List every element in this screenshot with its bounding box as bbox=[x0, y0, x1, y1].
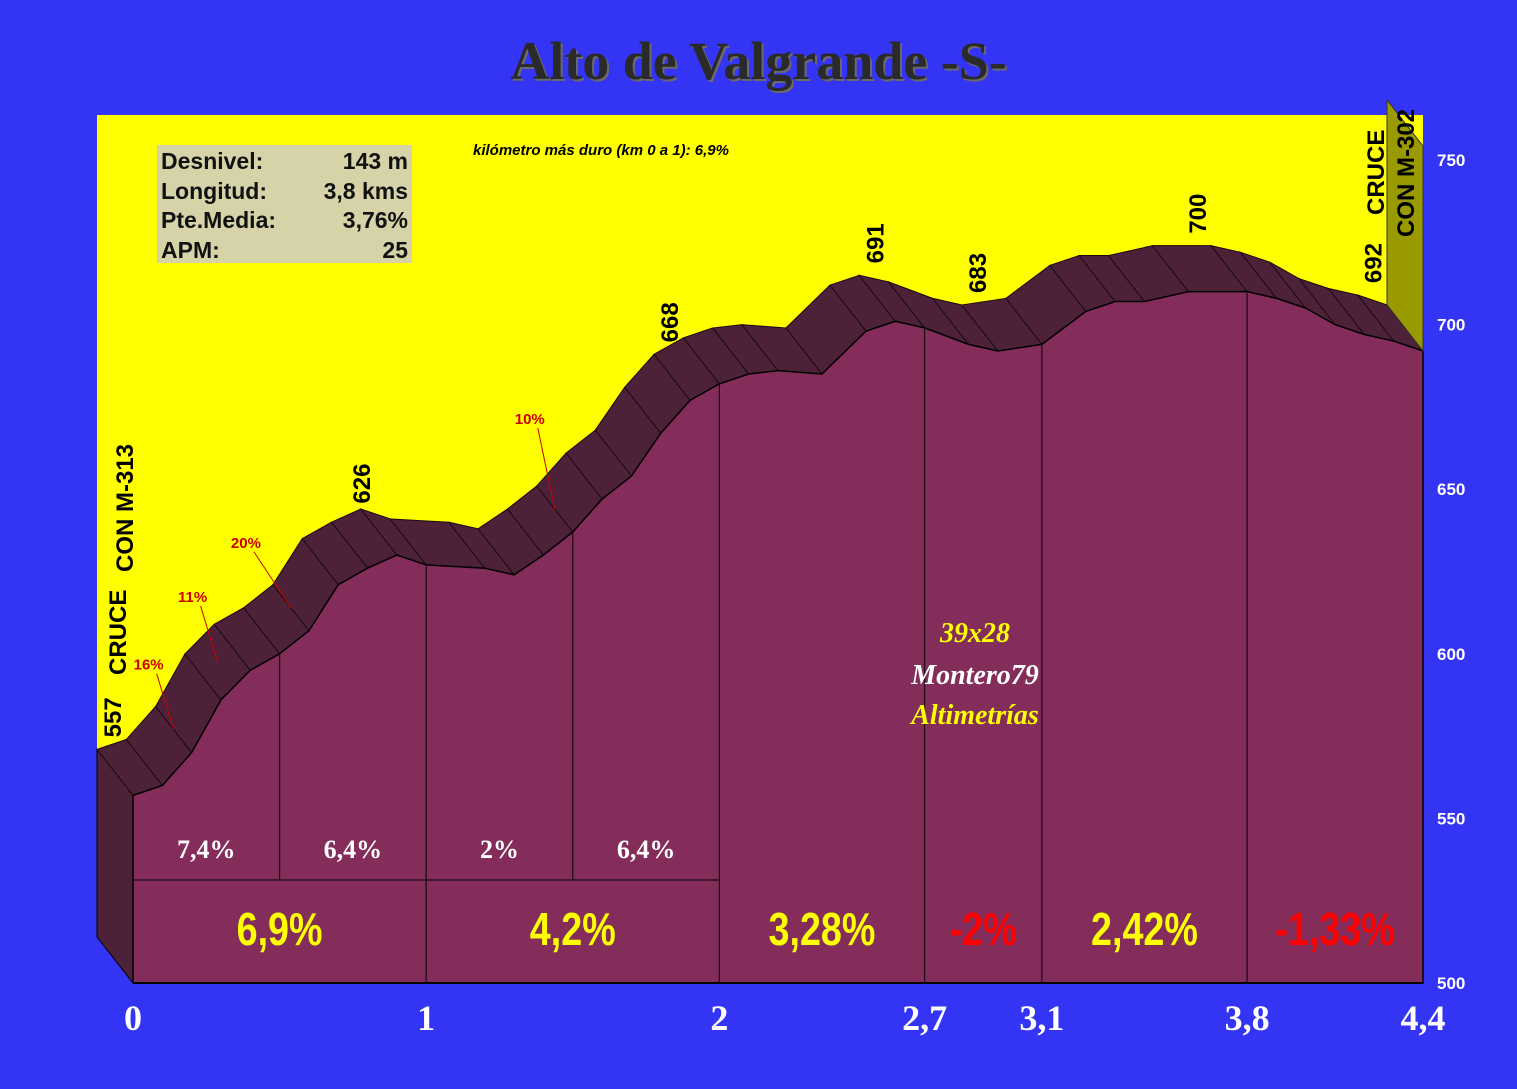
x-tick-label: 3,8 bbox=[1225, 998, 1270, 1038]
km-dividers bbox=[133, 291, 1248, 983]
hardest-km-note: kilómetro más duro (km 0 a 1): 6,9% bbox=[473, 142, 729, 159]
junction-label: CRUCE bbox=[105, 590, 132, 675]
steep-ramp-leader bbox=[253, 551, 292, 609]
steep-ramp-label: 16% bbox=[134, 657, 164, 674]
steep-ramp-label: 10% bbox=[515, 411, 545, 428]
credit-author: Montero79 bbox=[911, 660, 1039, 691]
y-tick-label: 550 bbox=[1437, 809, 1465, 828]
section-gradient-label: -1,33% bbox=[1275, 903, 1394, 954]
half-km-gradient-label: 2% bbox=[480, 835, 519, 864]
junction-label: CON M-313 bbox=[112, 444, 139, 572]
stats-box: Desnivel: 143 m Longitud: 3,8 kms Pte.Me… bbox=[157, 145, 412, 263]
y-tick-label: 700 bbox=[1437, 316, 1465, 335]
stat-row: Pte.Media: 3,76% bbox=[161, 206, 408, 236]
stat-row: APM: 25 bbox=[161, 236, 408, 266]
stat-value: 3,76% bbox=[342, 207, 408, 233]
x-tick-label: 4,4 bbox=[1401, 998, 1446, 1038]
stat-value: 25 bbox=[382, 236, 408, 263]
junction-label: CON M-302 bbox=[1393, 109, 1420, 237]
x-tick-label: 2,7 bbox=[902, 998, 947, 1038]
x-tick-label: 1 bbox=[417, 998, 435, 1038]
steep-ramp-label: 11% bbox=[178, 589, 207, 606]
x-tick-label: 2 bbox=[710, 998, 728, 1038]
junction-label: CRUCE bbox=[1363, 130, 1390, 215]
steep-ramp-leader bbox=[200, 605, 219, 663]
half-km-gradient-label: 6,4% bbox=[324, 835, 383, 864]
profile-front-face bbox=[132, 290, 1424, 984]
stat-value: 143 m bbox=[342, 148, 408, 174]
y-tick-label: 750 bbox=[1437, 151, 1465, 170]
altitude-label: 692 bbox=[1361, 243, 1388, 283]
altitude-label: 700 bbox=[1185, 194, 1212, 234]
section-gradient-label: 2,42% bbox=[1091, 903, 1198, 954]
stat-label: Desnivel: bbox=[161, 148, 264, 174]
stat-value: 3,8 kms bbox=[323, 177, 408, 204]
steep-ramp-leader bbox=[156, 673, 175, 730]
page-title: Alto de Valgrande -S- bbox=[510, 31, 1007, 91]
section-gradient-label: 6,9% bbox=[237, 903, 323, 954]
x-tick-label: 0 bbox=[124, 998, 142, 1038]
half-km-gradient-label: 6,4% bbox=[617, 835, 676, 864]
section-gradient-label: -2% bbox=[950, 903, 1017, 954]
section-gradient-label: 3,28% bbox=[769, 903, 876, 954]
altitude-label: 683 bbox=[965, 253, 992, 293]
y-tick-label: 500 bbox=[1437, 974, 1465, 993]
chart-labels: 6,9% 4,2% 3,28% -2% 2,42% -1,33% 7,4% 6,4% 2% 6,4… bbox=[100, 109, 1420, 955]
stat-label: Pte.Media: bbox=[161, 207, 277, 233]
stat-label: Longitud: bbox=[161, 177, 268, 204]
credit-gear: 39x28 bbox=[940, 618, 1010, 649]
section-gradient-label: 4,2% bbox=[530, 903, 616, 954]
half-km-gradient-label: 7,4% bbox=[177, 835, 236, 864]
sky-area bbox=[97, 115, 1423, 750]
junction-wall bbox=[1386, 98, 1424, 353]
steep-ramp-label: 20% bbox=[231, 535, 261, 552]
altitude-label: 626 bbox=[349, 464, 376, 504]
steep-ramp-leader bbox=[537, 427, 556, 510]
y-tick-label: 600 bbox=[1437, 645, 1465, 664]
stat-row: Desnivel: 143 m bbox=[161, 147, 408, 177]
altitude-label: 691 bbox=[862, 223, 889, 263]
altitude-label: 668 bbox=[657, 302, 684, 342]
profile-area bbox=[96, 98, 1425, 985]
axes: 500 550 600 650 700 750 0 1 2 2,7 3,1 3,8 4,4 bbox=[124, 151, 1465, 1038]
altitude-label: 557 bbox=[100, 697, 127, 737]
credit-site: Altimetrías bbox=[911, 700, 1039, 731]
sky-fill bbox=[97, 115, 1423, 750]
stat-label: APM: bbox=[161, 236, 220, 263]
x-tick-label: 3,1 bbox=[1019, 998, 1064, 1038]
stat-row: Longitud: 3,8 kms bbox=[161, 177, 408, 207]
y-tick-label: 650 bbox=[1437, 480, 1465, 499]
